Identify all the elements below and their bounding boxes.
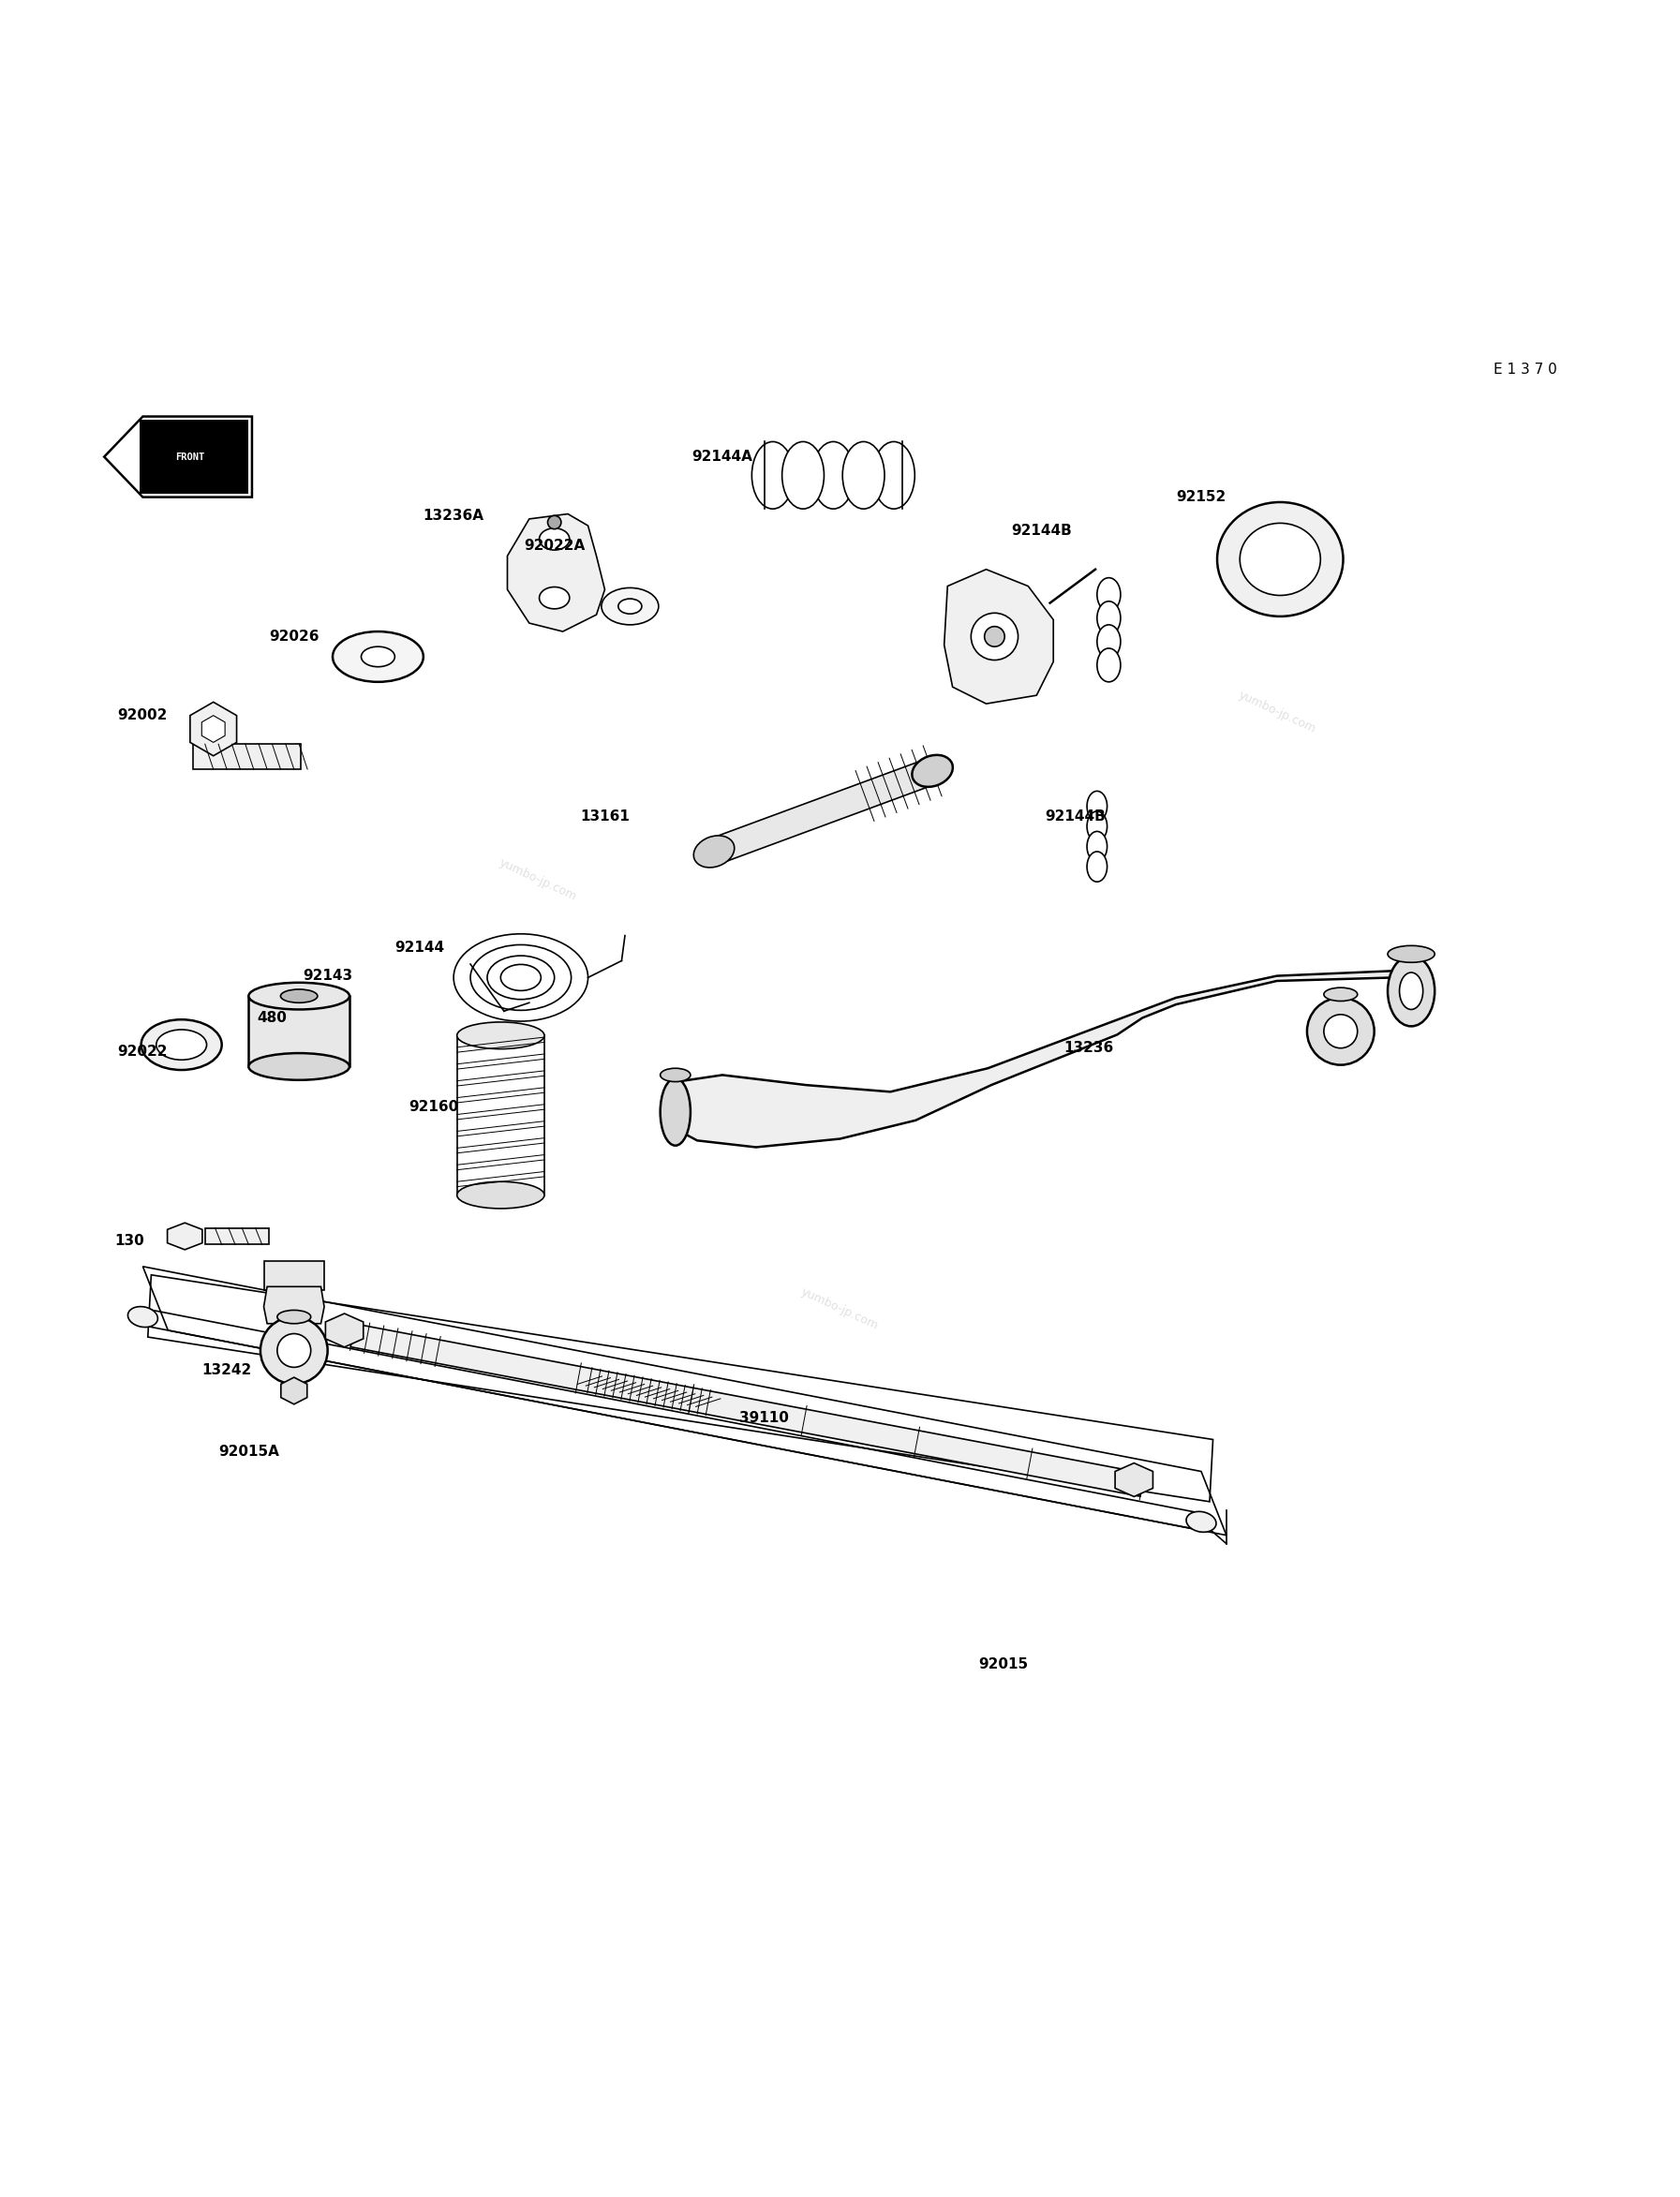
Ellipse shape — [842, 442, 884, 510]
Ellipse shape — [781, 442, 825, 510]
Text: 130: 130 — [114, 1235, 144, 1248]
Text: 92144A: 92144A — [692, 450, 753, 464]
Ellipse shape — [753, 442, 795, 510]
Text: 92144B: 92144B — [1045, 808, 1105, 824]
Polygon shape — [507, 514, 605, 631]
Polygon shape — [281, 1378, 307, 1404]
Text: 92143: 92143 — [302, 969, 353, 982]
Ellipse shape — [457, 1182, 544, 1208]
Polygon shape — [104, 417, 252, 497]
Polygon shape — [168, 1224, 202, 1250]
Ellipse shape — [141, 1019, 222, 1070]
Ellipse shape — [1097, 648, 1121, 681]
Ellipse shape — [1097, 602, 1121, 635]
Ellipse shape — [1388, 945, 1435, 962]
Text: 39110: 39110 — [739, 1410, 790, 1424]
Ellipse shape — [1186, 1512, 1216, 1531]
Polygon shape — [190, 703, 237, 756]
Text: 92002: 92002 — [118, 707, 168, 723]
Text: E 1 3 7 0: E 1 3 7 0 — [1494, 363, 1557, 376]
Text: 92022A: 92022A — [524, 538, 585, 554]
Circle shape — [971, 613, 1018, 659]
Ellipse shape — [1087, 791, 1107, 822]
Text: FRONT: FRONT — [175, 453, 205, 461]
Polygon shape — [326, 1314, 363, 1347]
Text: 13236: 13236 — [1063, 1041, 1114, 1055]
Text: yumbo-jp.com: yumbo-jp.com — [1236, 690, 1317, 736]
Ellipse shape — [1399, 973, 1423, 1008]
Ellipse shape — [601, 589, 659, 624]
Ellipse shape — [1216, 503, 1344, 617]
Ellipse shape — [1087, 830, 1107, 861]
Ellipse shape — [1324, 989, 1357, 1002]
Text: 92144: 92144 — [395, 940, 445, 953]
Text: 480: 480 — [257, 1011, 287, 1024]
Text: 92160: 92160 — [408, 1101, 459, 1114]
Ellipse shape — [1097, 624, 1121, 659]
Circle shape — [260, 1316, 328, 1384]
Text: yumbo-jp.com: yumbo-jp.com — [800, 1285, 880, 1331]
Circle shape — [277, 1334, 311, 1367]
Circle shape — [1307, 997, 1374, 1066]
Ellipse shape — [457, 1022, 544, 1048]
Text: yumbo-jp.com: yumbo-jp.com — [497, 857, 578, 903]
Ellipse shape — [660, 1068, 690, 1081]
Ellipse shape — [1097, 578, 1121, 611]
Text: 92022: 92022 — [118, 1044, 168, 1059]
Ellipse shape — [1240, 523, 1320, 595]
Ellipse shape — [1087, 811, 1107, 841]
Polygon shape — [664, 971, 1420, 1147]
Ellipse shape — [811, 442, 853, 510]
Text: 13242: 13242 — [202, 1364, 252, 1378]
Polygon shape — [249, 995, 349, 1066]
Polygon shape — [193, 745, 301, 769]
Ellipse shape — [912, 756, 953, 787]
Circle shape — [1324, 1015, 1357, 1048]
Text: 13161: 13161 — [580, 808, 630, 824]
FancyBboxPatch shape — [139, 420, 249, 494]
Polygon shape — [264, 1287, 324, 1323]
Text: 92015: 92015 — [978, 1657, 1028, 1672]
Ellipse shape — [660, 1079, 690, 1145]
Circle shape — [548, 516, 561, 529]
Polygon shape — [202, 716, 225, 743]
Ellipse shape — [361, 646, 395, 666]
Polygon shape — [264, 1261, 324, 1290]
Ellipse shape — [539, 587, 570, 609]
Ellipse shape — [694, 835, 734, 868]
Ellipse shape — [128, 1307, 158, 1327]
Ellipse shape — [249, 982, 349, 1008]
Text: 13236A: 13236A — [423, 508, 484, 523]
Text: 92144B: 92144B — [1011, 523, 1072, 538]
Text: 92152: 92152 — [1176, 490, 1226, 503]
Text: 92015A: 92015A — [218, 1443, 279, 1459]
Text: 92026: 92026 — [269, 631, 319, 644]
Ellipse shape — [156, 1030, 207, 1059]
Polygon shape — [944, 569, 1053, 703]
Polygon shape — [1116, 1463, 1152, 1496]
Polygon shape — [457, 1035, 544, 1195]
Ellipse shape — [281, 989, 318, 1002]
Ellipse shape — [277, 1309, 311, 1323]
Ellipse shape — [1388, 956, 1435, 1026]
Polygon shape — [351, 1325, 1144, 1496]
Circle shape — [984, 626, 1005, 646]
Polygon shape — [709, 758, 937, 863]
Ellipse shape — [618, 600, 642, 613]
Ellipse shape — [874, 442, 916, 510]
Ellipse shape — [1087, 852, 1107, 881]
Ellipse shape — [249, 1052, 349, 1081]
Ellipse shape — [539, 527, 570, 549]
Polygon shape — [205, 1228, 269, 1246]
Ellipse shape — [333, 631, 423, 681]
